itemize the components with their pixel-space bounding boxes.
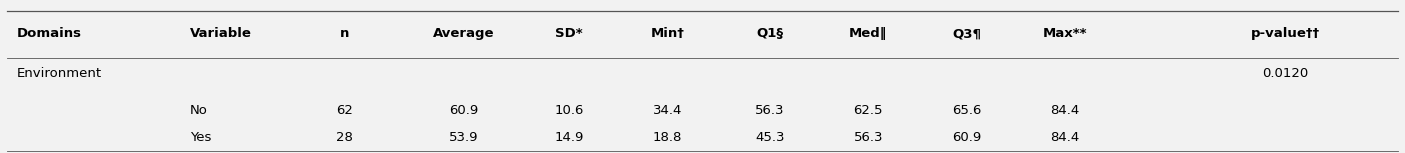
Text: Variable: Variable xyxy=(190,27,251,40)
Text: Med‖: Med‖ xyxy=(849,27,888,40)
Text: Max**: Max** xyxy=(1043,27,1087,40)
Text: n: n xyxy=(340,27,348,40)
Text: 0.0120: 0.0120 xyxy=(1263,67,1308,80)
Text: 84.4: 84.4 xyxy=(1051,104,1079,117)
Text: 62.5: 62.5 xyxy=(854,104,882,117)
Text: Yes: Yes xyxy=(190,131,211,144)
Text: Min†: Min† xyxy=(651,27,684,40)
Text: 18.8: 18.8 xyxy=(653,131,681,144)
Text: 45.3: 45.3 xyxy=(756,131,784,144)
Text: 65.6: 65.6 xyxy=(953,104,981,117)
Text: p-value††: p-value†† xyxy=(1250,27,1321,40)
Text: Domains: Domains xyxy=(17,27,81,40)
Text: 60.9: 60.9 xyxy=(450,104,478,117)
Text: 62: 62 xyxy=(336,104,353,117)
Text: 60.9: 60.9 xyxy=(953,131,981,144)
Text: 84.4: 84.4 xyxy=(1051,131,1079,144)
Text: 56.3: 56.3 xyxy=(854,131,882,144)
Text: 56.3: 56.3 xyxy=(756,104,784,117)
Text: Environment: Environment xyxy=(17,67,103,80)
Text: SD*: SD* xyxy=(555,27,583,40)
Text: 14.9: 14.9 xyxy=(555,131,583,144)
Text: Average: Average xyxy=(433,27,495,40)
Text: 34.4: 34.4 xyxy=(653,104,681,117)
Text: No: No xyxy=(190,104,208,117)
Text: 10.6: 10.6 xyxy=(555,104,583,117)
Text: Q3¶: Q3¶ xyxy=(953,27,981,40)
Text: 28: 28 xyxy=(336,131,353,144)
Text: Q1§: Q1§ xyxy=(756,27,784,40)
Text: 53.9: 53.9 xyxy=(450,131,478,144)
